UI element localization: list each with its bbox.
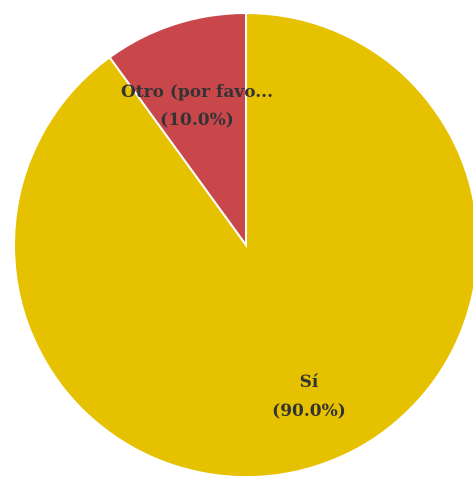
pie-slice-si <box>13 11 473 478</box>
pie-slice-otro <box>108 11 247 249</box>
slice-label-si: Sí <box>300 372 319 392</box>
pie-slices <box>13 11 473 478</box>
slice-labels: Sí (90.0%) Otro (por favo... (10.0%) <box>121 82 346 421</box>
slice-percent-otro: (10.0%) <box>160 110 234 130</box>
slice-label-otro: Otro (por favo... <box>121 82 273 102</box>
slice-percent-si: (90.0%) <box>272 401 346 421</box>
